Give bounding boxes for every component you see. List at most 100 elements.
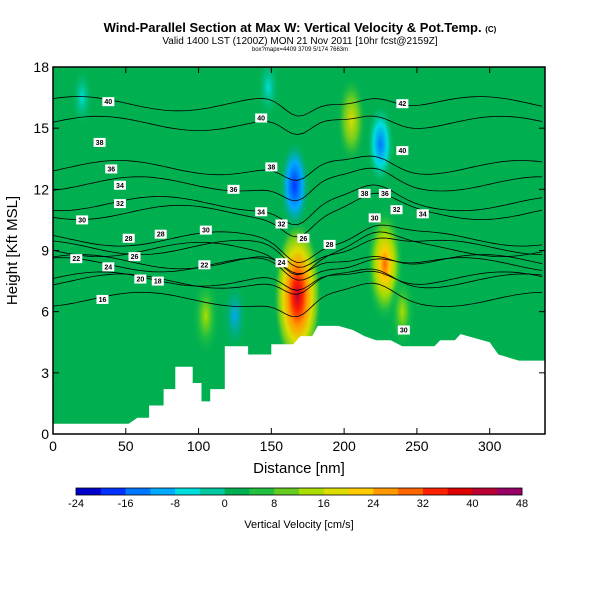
colorbar: -24 -16 -8 0 8 16 24 32 40 48 Vertical Velocity [c… (68, 487, 528, 531)
isentrope-label-box (199, 225, 212, 235)
downdraft-min (279, 138, 310, 232)
isentrope-label: 28 (125, 236, 133, 243)
isentrope-label: 32 (393, 207, 401, 214)
colorbar-swatch (224, 488, 250, 495)
isentrope-label-box (122, 233, 135, 243)
isentrope-label-box (198, 260, 211, 270)
isentrope-label: 40 (257, 115, 265, 122)
isentrope-label-box (390, 205, 403, 215)
isentrope-label: 28 (326, 242, 334, 249)
colorbar-swatch (299, 488, 325, 495)
isentrope-label: 38 (267, 164, 275, 171)
updraft-max (336, 76, 367, 165)
isentrope-label: 36 (381, 191, 389, 198)
colorbar-swatch (100, 488, 126, 495)
isentrope-label-box (275, 258, 288, 268)
chart-title-text: Wind-Parallel Section at Max W: Vertical… (103, 20, 482, 35)
isentrope-labels: 40 40 42 40 38 36 34 32 30 28 28 26 24 22 22 20 18 16 38 36… (70, 97, 429, 335)
colorbar-tick-label: 40 (466, 498, 478, 510)
isentrope-label-box (275, 219, 288, 229)
colorbar-border (75, 487, 523, 496)
x-tick-label: 300 (478, 438, 502, 454)
y-tick-label: 6 (41, 304, 49, 320)
isentrope-label: 28 (157, 232, 165, 239)
updraft-max (192, 274, 220, 358)
colorbar-tick-label: 0 (222, 498, 228, 510)
x-tick-label: 250 (405, 438, 429, 454)
colorbar-swatch (472, 488, 498, 495)
isentrope-line (53, 282, 543, 318)
isentrope-label-box (134, 274, 147, 284)
downdraft-min (71, 67, 94, 130)
isentrope-label-box (96, 294, 109, 304)
chart-subtitle: Valid 1400 LST (1200Z) MON 21 Nov 2011 [… (162, 36, 438, 47)
isentrope-line (53, 254, 543, 275)
isentrope-label: 38 (96, 140, 104, 147)
isentrope-label-box (113, 180, 126, 190)
isentrope-label-box (102, 262, 115, 272)
x-tick-label: 50 (118, 438, 134, 454)
isentrope-label: 20 (136, 277, 144, 284)
isentrope-label: 26 (299, 236, 307, 243)
isentrope-label: 36 (230, 187, 238, 194)
updraft-max (273, 219, 322, 372)
x-tick-label: 100 (187, 438, 211, 454)
isentrope-label-box (323, 239, 336, 249)
colorbar-swatch (422, 488, 449, 495)
terrain-layer (53, 325, 545, 434)
y-tick-label: 12 (33, 181, 49, 197)
colorbar-tick-label: -16 (118, 498, 134, 510)
isentrope-label-box (102, 97, 115, 107)
isentrope-label-box (70, 254, 83, 264)
isentrope-label: 34 (419, 211, 427, 218)
isentrope-label-box (255, 113, 268, 123)
colorbar-swatch (274, 488, 300, 495)
isentrope-label-box (255, 207, 268, 217)
isentrope-label: 40 (104, 99, 112, 106)
isentrope-label: 22 (200, 262, 208, 269)
isentrope-label-box (128, 252, 141, 262)
isentrope-label: 36 (107, 166, 115, 173)
isentrope-label: 30 (400, 328, 408, 335)
isentrope-label-box (105, 164, 118, 174)
y-axis-label: Height [Kft MSL] (4, 196, 21, 305)
colorbar-swatch (373, 488, 399, 495)
isentrope-line (53, 155, 543, 181)
colorbar-swatch (348, 488, 374, 495)
colorbar-tick-label: 48 (516, 498, 528, 510)
downdraft-min (256, 67, 281, 122)
isentrope-label-box (396, 146, 409, 156)
downdraft-min (366, 102, 395, 187)
updraft-max (389, 272, 416, 351)
colorbar-swatch (76, 488, 102, 495)
isentrope-label-box (154, 229, 167, 239)
y-tick-label: 3 (41, 365, 49, 381)
isentrope-label-box (113, 199, 126, 209)
isentrope-line (53, 184, 543, 226)
isentrope-label: 26 (131, 254, 139, 261)
isentrope-label-box (368, 213, 381, 223)
y-tick-label: 18 (33, 59, 49, 75)
isentrope-line (53, 115, 543, 136)
isentrope-label-box (397, 325, 410, 335)
chart-subsubtitle: box?mapx=4409 3709 5/174 7663m (251, 47, 349, 53)
isentrope-label-box (378, 188, 391, 198)
colorbar-tick-label: 16 (318, 498, 330, 510)
colorbar-tick-label: -8 (170, 498, 180, 510)
downdraft-min (222, 279, 248, 353)
x-tick-label: 150 (260, 438, 284, 454)
colorbar-tick-label: -24 (68, 498, 84, 510)
colorbar-swatch (249, 488, 275, 495)
chart-title: Wind-Parallel Section at Max W: Vertical… (0, 20, 600, 35)
isentrope-label: 34 (257, 209, 265, 216)
isentrope-label: 16 (99, 297, 107, 304)
colorbar-swatch (125, 488, 151, 495)
colorbar-swatch (447, 488, 473, 495)
colorbar-swatch (323, 488, 349, 495)
isentrope-label-box (396, 99, 409, 109)
colorbar-tick-label: 32 (417, 498, 429, 510)
isentrope-label: 34 (116, 183, 124, 190)
colorbar-swatch (150, 488, 176, 495)
